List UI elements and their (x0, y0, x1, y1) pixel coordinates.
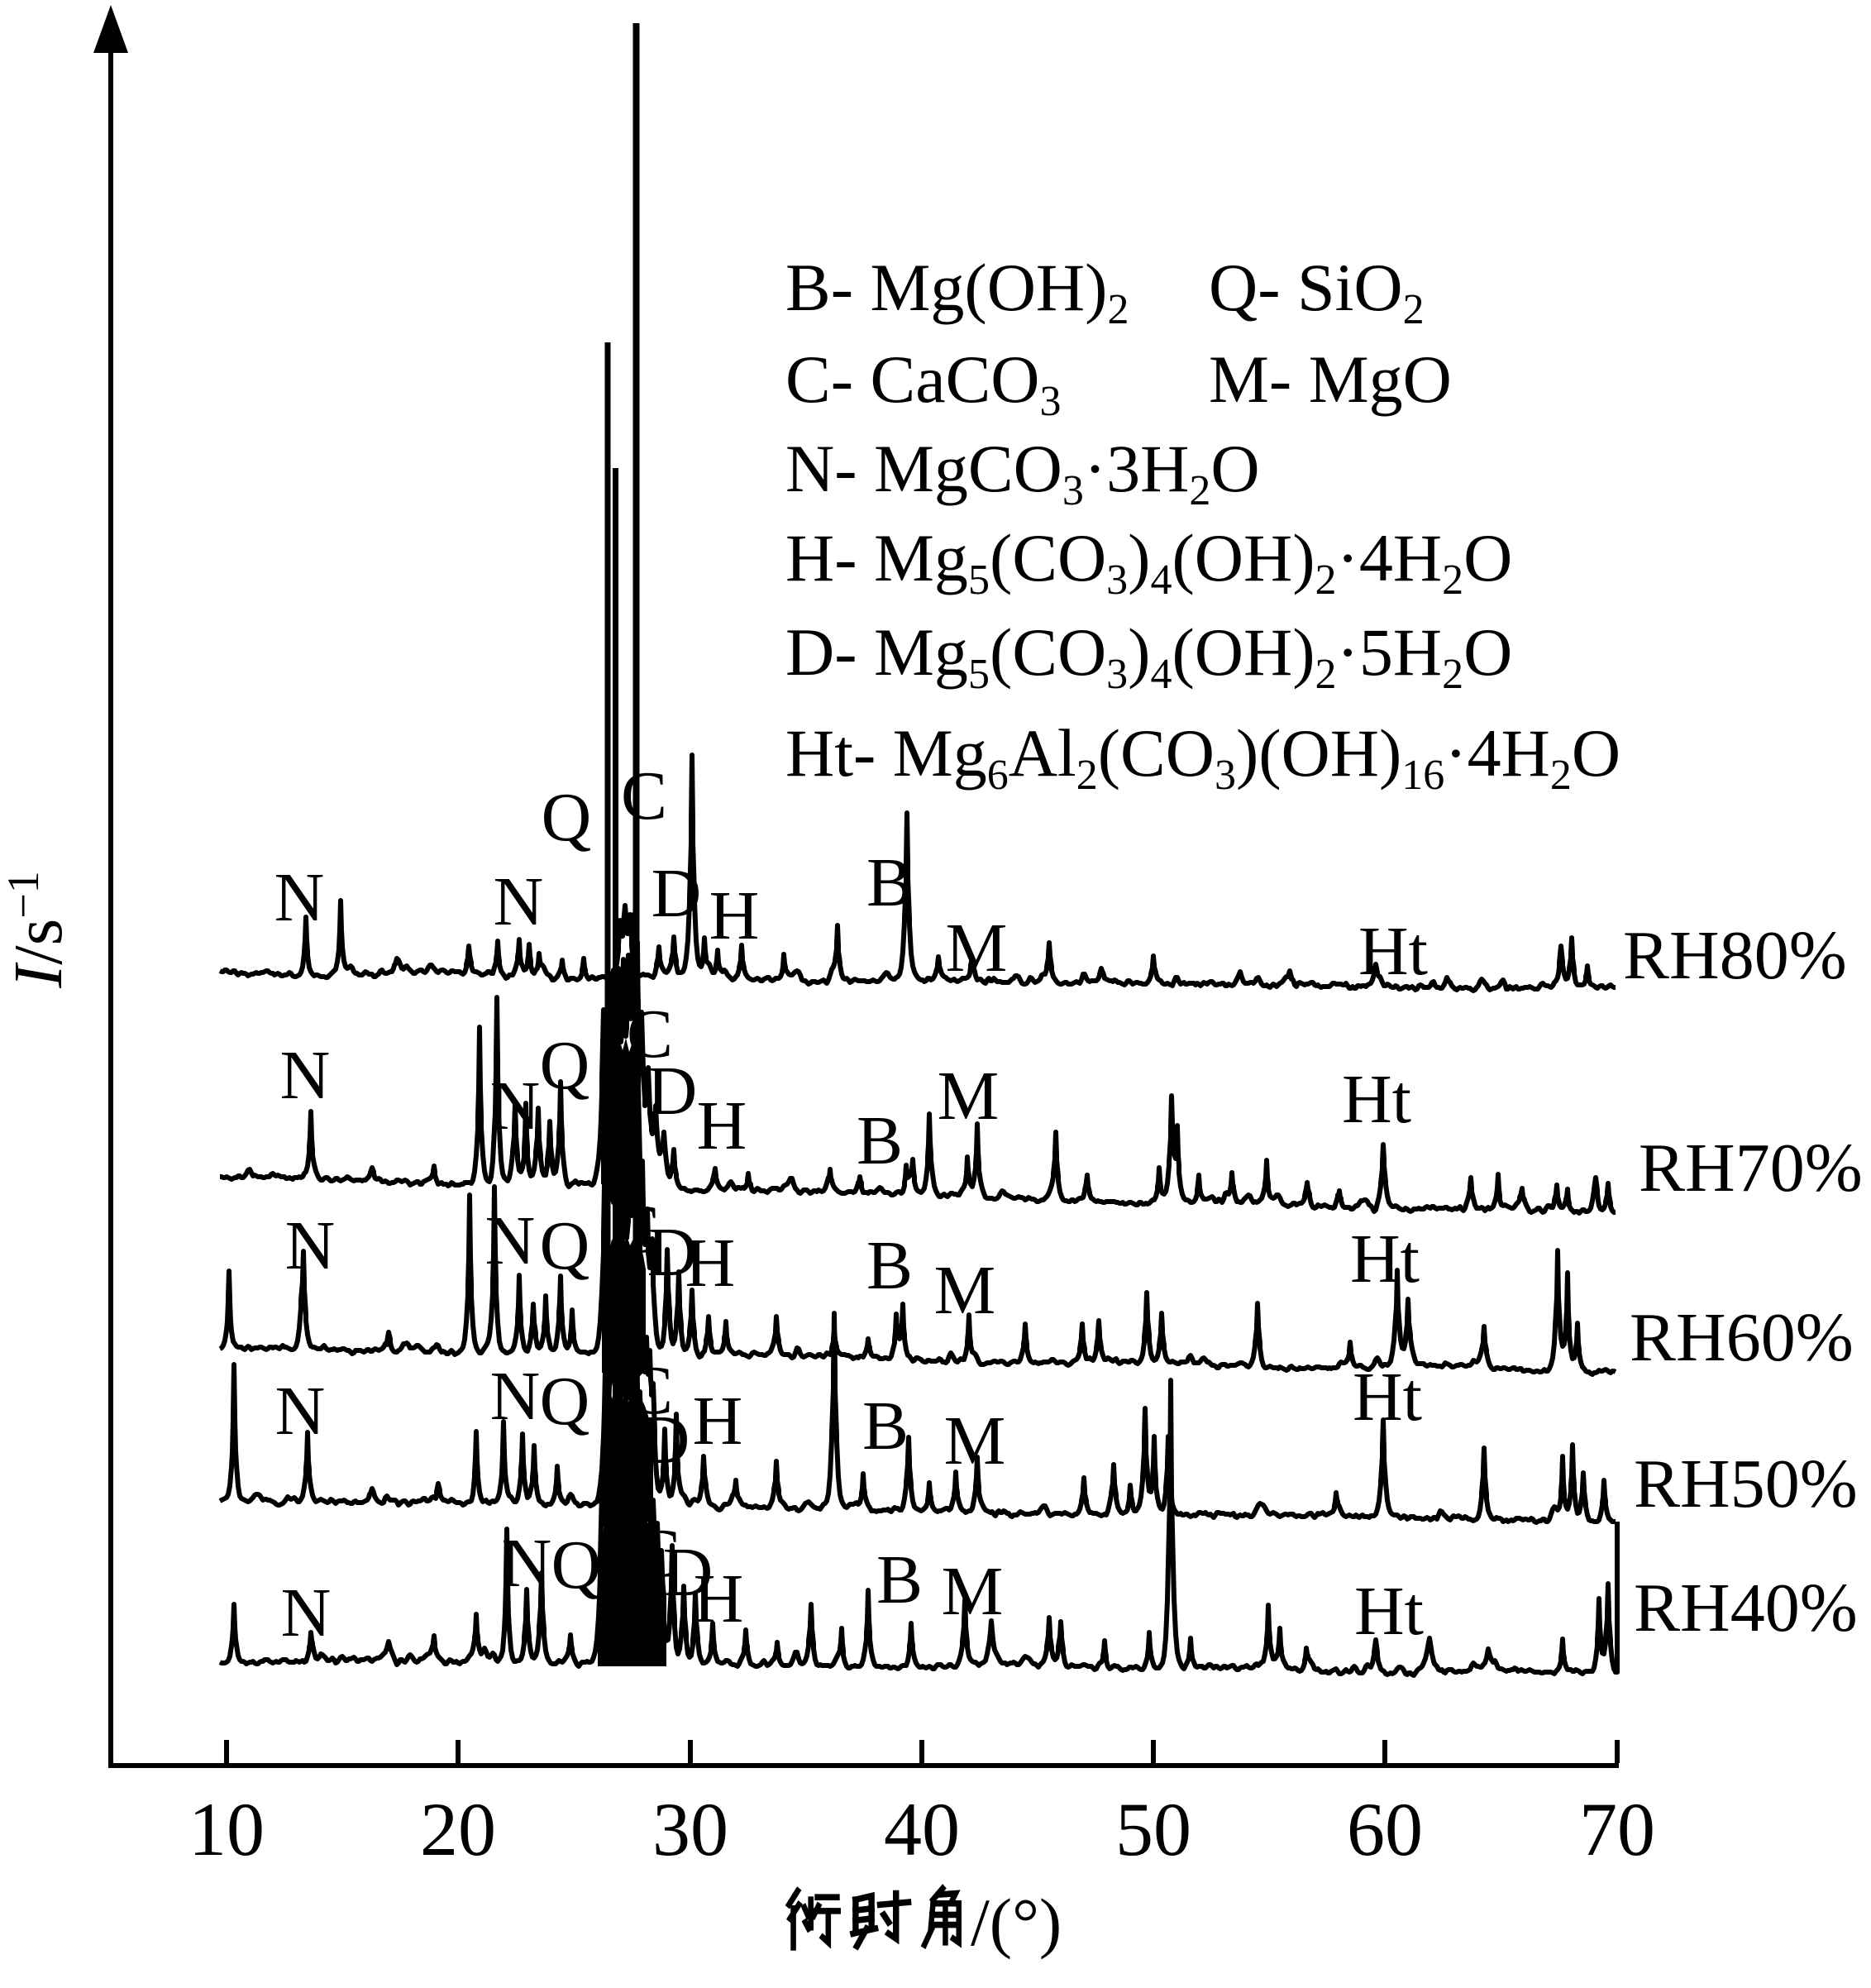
svg-text:/(°): /(°) (971, 1885, 1062, 1960)
svg-text:50: 50 (1115, 1787, 1191, 1871)
svg-text:Ht: Ht (1350, 1221, 1420, 1297)
svg-text:RH40%: RH40% (1634, 1570, 1858, 1646)
svg-text:N: N (494, 863, 544, 940)
svg-text:RH80%: RH80% (1623, 917, 1847, 994)
svg-text:M: M (934, 1252, 996, 1329)
svg-text:H: H (709, 877, 760, 954)
svg-text:H: H (697, 1087, 747, 1164)
svg-text:H- Mg5​(CO3​)4​(OH)2​·4H2​O: H- Mg5​(CO3​)4​(OH)2​·4H2​O (785, 520, 1512, 604)
svg-text:10: 10 (189, 1787, 265, 1871)
svg-text:N: N (281, 1575, 332, 1651)
svg-text:Q: Q (551, 1527, 602, 1603)
svg-text:M- MgO: M- MgO (1209, 342, 1452, 417)
svg-text:30: 30 (652, 1787, 728, 1871)
svg-text:N: N (280, 1037, 331, 1114)
svg-text:N- MgCO3​·3H2​O: N- MgCO3​·3H2​O (785, 431, 1260, 514)
svg-text:70: 70 (1579, 1787, 1655, 1871)
svg-text:M: M (938, 1058, 1000, 1135)
svg-text:H: H (693, 1383, 743, 1460)
svg-text:Ht: Ht (1354, 1573, 1424, 1650)
svg-text:B: B (876, 1541, 923, 1618)
svg-text:D- Mg5​(CO3​)4​(OH)2​·5H2​O: D- Mg5​(CO3​)4​(OH)2​·5H2​O (785, 614, 1512, 698)
svg-text:B: B (866, 1227, 913, 1304)
svg-text:RH60%: RH60% (1630, 1299, 1854, 1376)
svg-text:N: N (274, 859, 325, 936)
svg-text:N: N (285, 1207, 336, 1284)
svg-text:40: 40 (884, 1787, 960, 1871)
svg-text:C- CaCO3​: C- CaCO3​ (785, 342, 1062, 425)
svg-text:60: 60 (1347, 1787, 1423, 1871)
svg-text:Ht- Mg6​Al2​(CO3​)(OH)16​·4H2​: Ht- Mg6​Al2​(CO3​)(OH)16​·4H2​O (785, 715, 1620, 799)
svg-text:Q- SiO2​: Q- SiO2​ (1209, 250, 1425, 333)
svg-text:Ht: Ht (1358, 913, 1428, 990)
svg-text:Q: Q (540, 1363, 590, 1440)
svg-text:Ht: Ht (1353, 1359, 1422, 1436)
svg-text:B: B (857, 1102, 903, 1179)
svg-text:RH70%: RH70% (1639, 1130, 1863, 1207)
svg-text:B: B (862, 1388, 909, 1465)
svg-text:N: N (275, 1373, 326, 1450)
svg-text:N: N (490, 1358, 541, 1435)
svg-text:RH50%: RH50% (1634, 1446, 1858, 1522)
svg-text:M: M (942, 1553, 1004, 1630)
svg-text:B- Mg(OH)2​: B- Mg(OH)2​ (785, 250, 1129, 333)
svg-text:Q: Q (542, 779, 592, 856)
svg-text:Q: Q (540, 1207, 590, 1284)
svg-text:20: 20 (420, 1787, 496, 1871)
svg-text:Q: Q (540, 1027, 590, 1104)
svg-text:H: H (694, 1560, 744, 1637)
svg-text:Ht: Ht (1342, 1061, 1411, 1138)
svg-text:C: C (621, 757, 667, 834)
